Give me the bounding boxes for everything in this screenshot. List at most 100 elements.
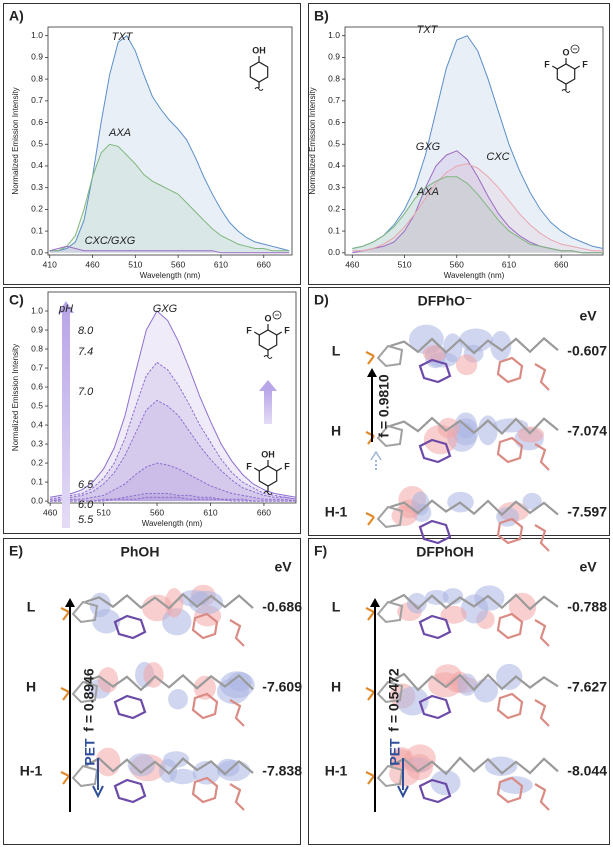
orbital-lobe	[522, 492, 542, 510]
series-line	[50, 361, 297, 500]
panel-label: E)	[9, 543, 23, 559]
ring	[249, 61, 269, 83]
level-energy: -7.838	[262, 763, 302, 779]
base-ring	[418, 694, 452, 720]
orbital-lobe	[411, 491, 430, 516]
panel-label: F)	[314, 543, 327, 559]
orbital-lobe	[216, 678, 250, 705]
squiggle	[561, 89, 571, 93]
y-tick-label: 0.1	[31, 225, 43, 235]
x-axis-label: Wavelength (nm)	[140, 271, 201, 280]
series-area	[49, 35, 290, 253]
level-name: H	[26, 679, 36, 695]
panel-label: A)	[9, 8, 24, 24]
x-tick-label: 510	[397, 259, 411, 269]
molecule	[60, 747, 254, 811]
orbital-lobe	[97, 667, 119, 693]
y-tick-label: 0.7	[328, 95, 340, 105]
plot-frame	[47, 291, 297, 504]
x-tick-label: 660	[257, 259, 271, 269]
y-tick-label: 0.3	[31, 182, 43, 192]
atom-label: O	[264, 313, 271, 323]
y-axis-label: Normalized Emission Intensity	[11, 87, 20, 194]
atom-label: F	[544, 59, 550, 69]
curve-label: AXA	[108, 127, 131, 139]
molecule	[365, 485, 559, 552]
series-line	[352, 163, 603, 252]
base-ring	[496, 776, 550, 811]
molecule	[365, 744, 559, 811]
level-name: L	[332, 343, 341, 359]
curve-label: GXG	[416, 141, 441, 153]
ph-arrow	[58, 301, 74, 313]
y-tick-label: 0.6	[31, 381, 43, 391]
x-tick-label: 660	[554, 259, 568, 269]
y-tick-label: 0.8	[328, 73, 340, 83]
level-name: H	[331, 679, 341, 695]
atom-label: F	[284, 325, 290, 335]
transition-arrow	[370, 598, 380, 607]
oscillator-strength: f = 0.9810	[376, 374, 392, 438]
atom-label: OH	[252, 45, 266, 55]
molecule	[365, 663, 559, 727]
y-tick-label: 0.2	[328, 204, 340, 214]
y-tick-label: 0.5	[31, 139, 43, 149]
curve-label: TXT	[112, 31, 134, 43]
y-tick-label: 0.6	[328, 117, 340, 127]
molecule	[60, 584, 254, 647]
panel-frame	[308, 287, 610, 536]
base-ring	[113, 778, 147, 804]
backbone	[389, 672, 559, 692]
unit-label: eV	[579, 559, 597, 575]
bond	[276, 467, 283, 472]
base-ring	[418, 358, 452, 384]
charge	[272, 310, 282, 320]
series-area	[49, 144, 290, 253]
y-tick-label: 0.1	[328, 225, 340, 235]
legend-title: pH	[58, 303, 73, 315]
series-line	[50, 399, 297, 500]
atom-label: F	[582, 59, 588, 69]
level-name: H-1	[20, 763, 43, 779]
bond	[551, 65, 558, 70]
molecule	[365, 585, 559, 647]
backbone	[84, 673, 254, 692]
legend-entry: 6.0	[78, 499, 94, 511]
y-tick-label: 0.8	[31, 73, 43, 83]
orbital-lobe	[396, 686, 429, 716]
phosphate	[60, 607, 70, 621]
oscillator-strength: f = 0.5472	[386, 668, 402, 732]
bond	[276, 331, 283, 336]
level-energy: -0.607	[567, 343, 607, 359]
y-tick-label: 0.9	[31, 324, 43, 334]
panel-label: B)	[314, 8, 329, 24]
ph-arrow	[62, 312, 70, 528]
panel-frame	[308, 538, 610, 845]
y-tick-label: 0.3	[31, 438, 43, 448]
y-tick-label: 0.6	[31, 117, 43, 127]
phosphate	[365, 607, 375, 621]
phosphate	[60, 687, 70, 701]
y-tick-label: 1.0	[328, 30, 340, 40]
x-tick-label: 610	[502, 259, 516, 269]
orbital-lobe	[424, 589, 449, 605]
ribose	[71, 680, 99, 704]
panel-title: DFPhOH	[416, 544, 474, 560]
y-tick-label: 0.5	[328, 139, 340, 149]
bond	[574, 65, 581, 70]
backbone	[389, 499, 559, 517]
level-energy: -8.044	[567, 763, 607, 779]
x-tick-label: 560	[150, 507, 164, 517]
transition-arrow	[65, 598, 75, 607]
panel-title: PhOH	[121, 544, 160, 560]
y-tick-label: 1.0	[31, 30, 43, 40]
level-name: L	[332, 599, 341, 615]
backbone	[389, 756, 559, 776]
orbital-lobe	[508, 592, 537, 622]
y-tick-label: 0.4	[328, 160, 340, 170]
series-line	[50, 310, 297, 498]
level-energy: -7.074	[567, 423, 607, 439]
ph-arrow	[259, 380, 277, 391]
curve-label: GXG	[153, 303, 178, 315]
